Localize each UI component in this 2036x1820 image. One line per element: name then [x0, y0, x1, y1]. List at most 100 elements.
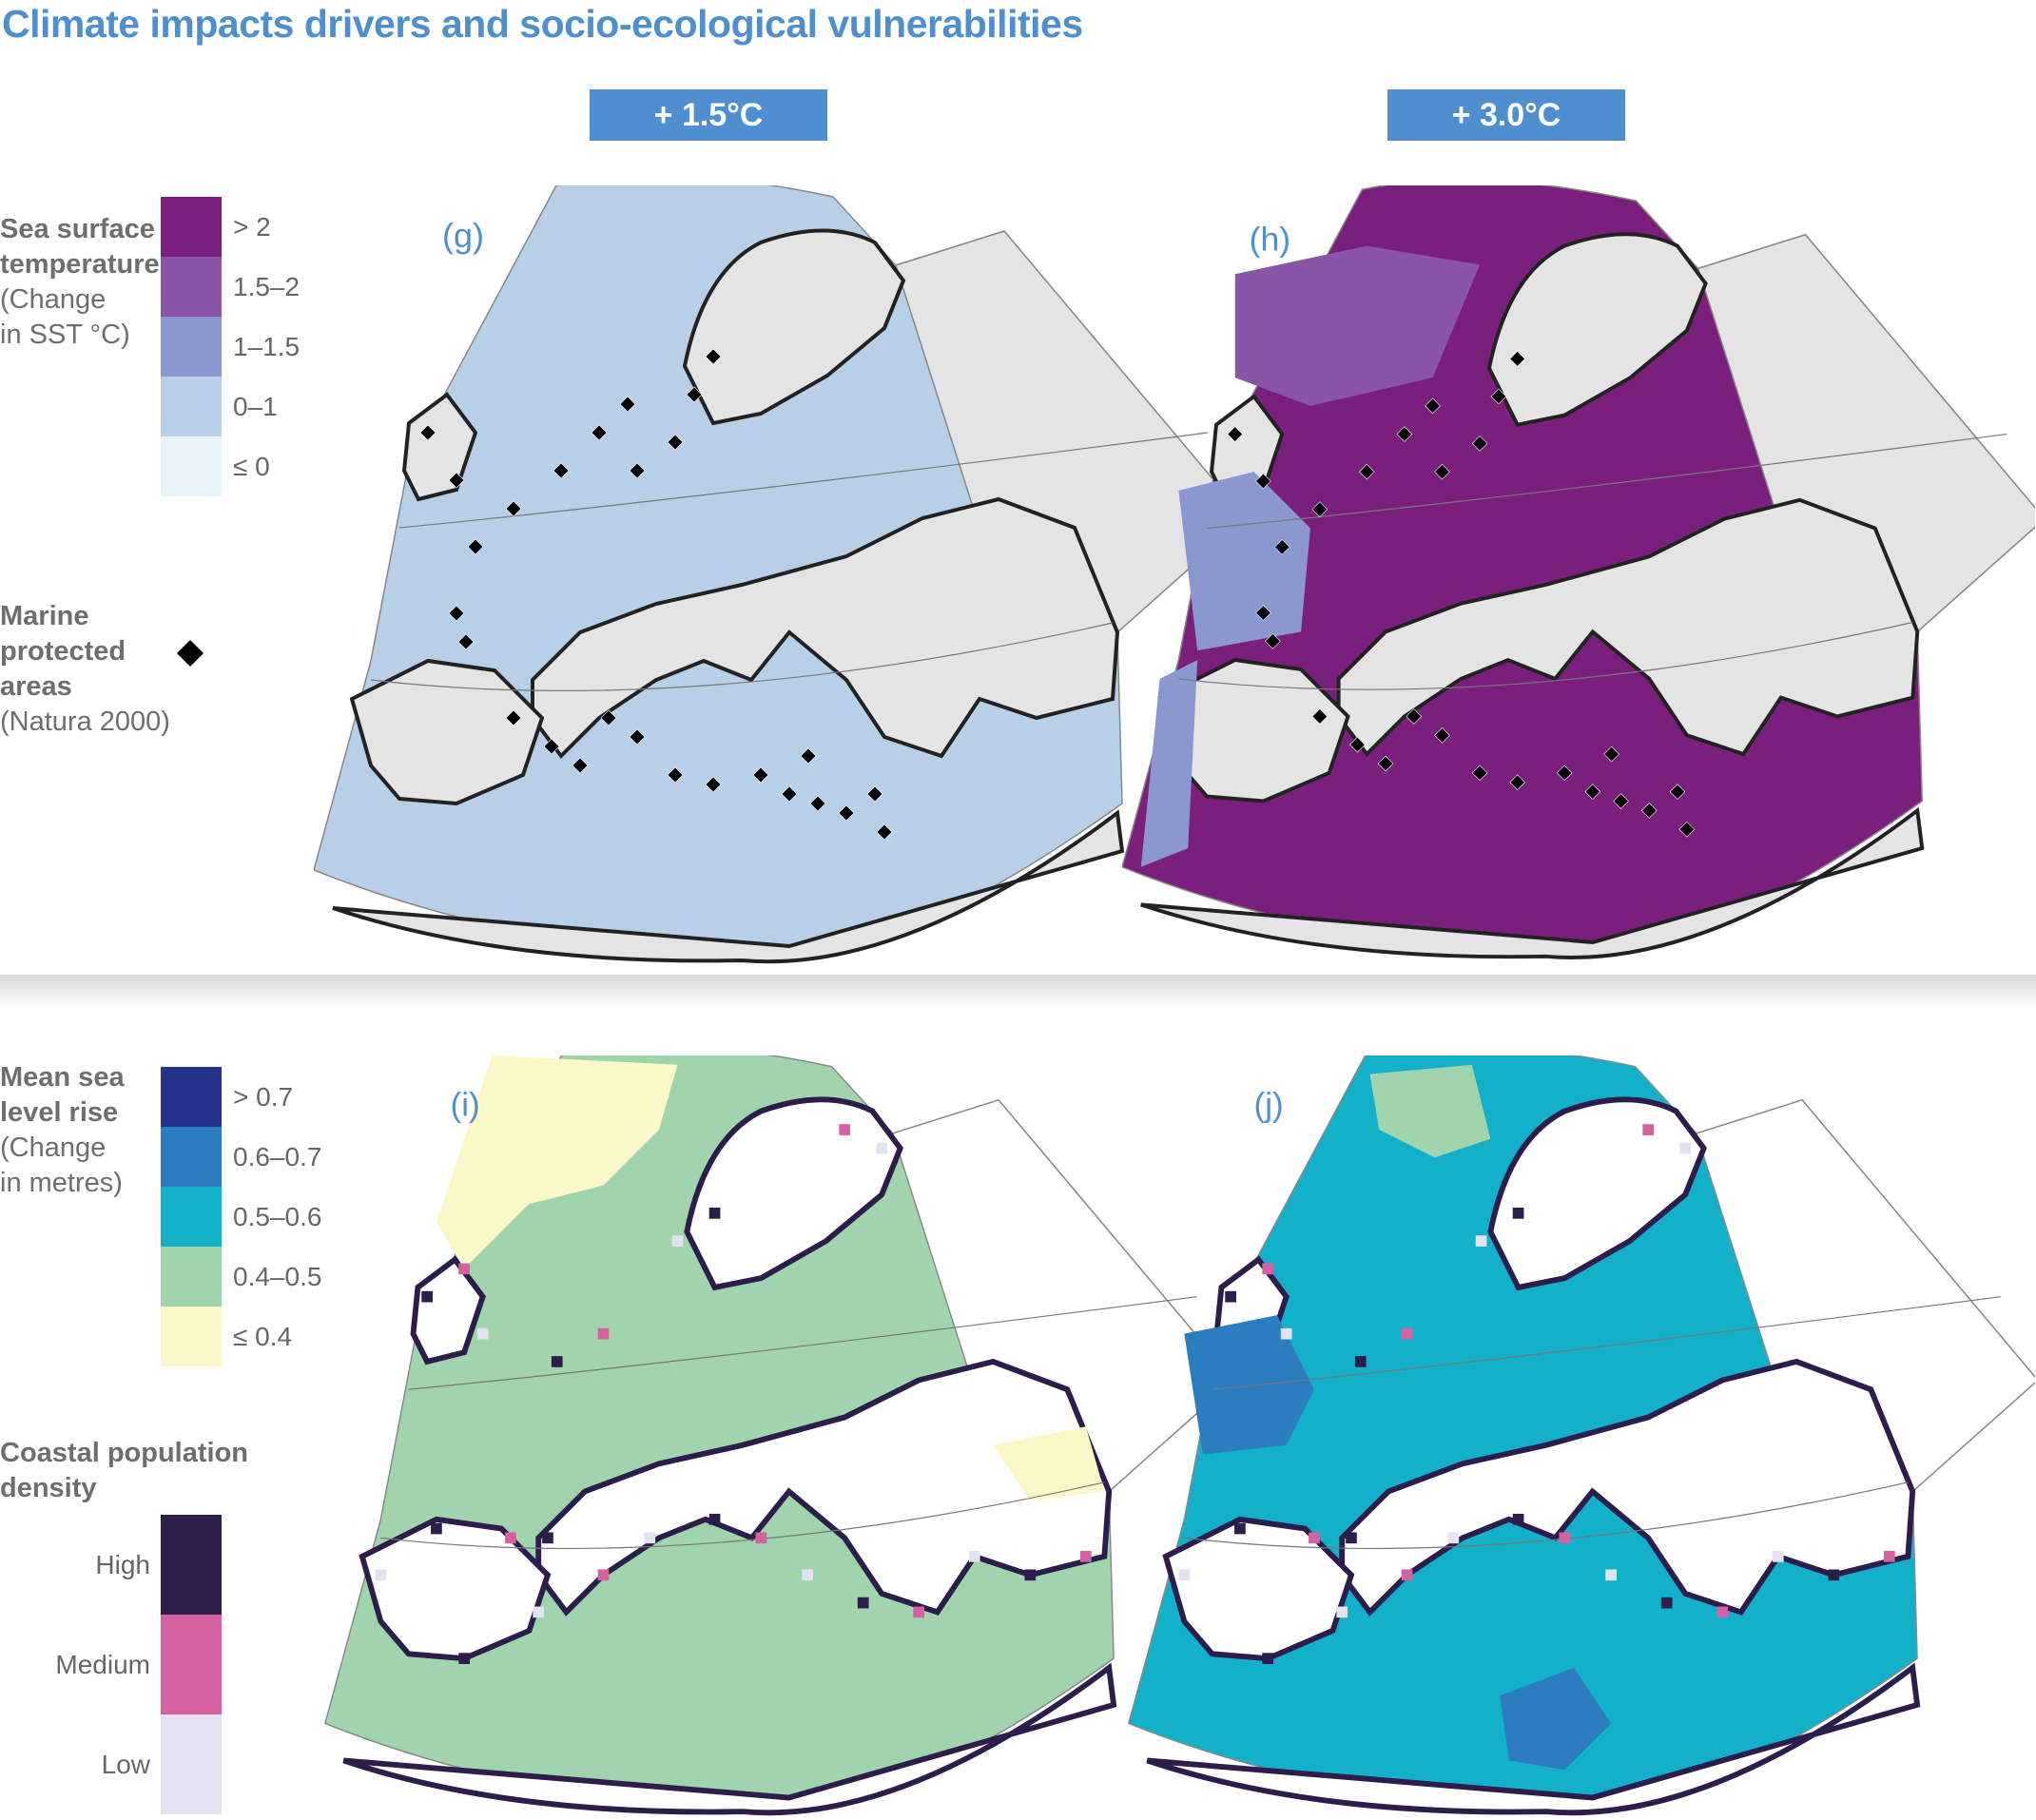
slr-zone — [1369, 1064, 1491, 1158]
slr_legend-swatch — [161, 1307, 222, 1366]
pop-density-cell — [458, 1263, 471, 1275]
mpa-diamond-icon — [1349, 736, 1366, 753]
mpa-diamond-icon — [667, 766, 684, 784]
mpa-diamond-icon — [591, 424, 608, 441]
slr-zone — [436, 1055, 678, 1269]
sst-legend-heading: Sea surface temperature (Change in SST °… — [0, 212, 160, 353]
mpa-diamond-icon — [1471, 765, 1488, 782]
mpa-diamond-icon — [1434, 726, 1450, 744]
pop-heading-line1: Coastal population — [0, 1438, 248, 1468]
mpa-diamond-icon — [800, 747, 817, 765]
pop-density-cell — [458, 1653, 471, 1664]
mpa-diamond-icon — [1434, 463, 1450, 480]
graticule-line — [408, 1296, 1197, 1390]
sst_legend-label: 1.5–2 — [233, 271, 301, 301]
mpa-heading-line2: protected — [0, 636, 126, 667]
land-mass — [1162, 1516, 1355, 1662]
mpa-diamond-icon — [781, 785, 798, 803]
slr_legend-label: > 0.7 — [233, 1081, 294, 1112]
mpa-diamond-icon — [1227, 426, 1244, 442]
mpa-diamond-icon — [629, 462, 646, 479]
mpa-diamond-icon — [866, 785, 883, 803]
pop_legend-swatch — [161, 1515, 222, 1615]
section-divider — [0, 975, 2036, 1007]
land-mass — [359, 1516, 552, 1662]
pop-density-cell — [1475, 1235, 1487, 1247]
graticule-line — [1212, 1296, 2001, 1390]
pop-density-cell — [1660, 1597, 1673, 1609]
land-mass — [342, 1662, 1117, 1816]
sst_legend-label: 0–1 — [233, 391, 278, 421]
mpa-diamond-icon — [1471, 436, 1488, 452]
mpa-diamond-icon — [619, 396, 636, 413]
sst-heading-line1: Sea surface — [0, 214, 155, 244]
mpa-diamond-icon — [177, 640, 204, 667]
pop-density-cell — [476, 1327, 489, 1340]
pop-legend-heading: Coastal population density — [0, 1436, 248, 1506]
land-mass — [349, 658, 545, 806]
scenario-1-5-label: + 1.5°C — [590, 89, 827, 141]
land-sector — [1695, 1098, 2035, 1493]
land-mass — [684, 1096, 904, 1291]
slr_legend-swatch — [161, 1187, 222, 1247]
pop-density-cell — [542, 1532, 553, 1544]
land-mass — [1146, 1662, 1921, 1816]
pop-density-cell — [1605, 1569, 1617, 1581]
pop-density-cell — [1559, 1532, 1571, 1544]
pop_legend-swatch — [161, 1615, 222, 1714]
pop-density-cell — [1512, 1513, 1524, 1525]
pop-density-cell — [1309, 1532, 1320, 1544]
mpa-diamond-icon — [752, 766, 769, 784]
slr_legend-label: ≤ 0.4 — [233, 1321, 293, 1351]
pop_legend-label: Medium — [55, 1649, 150, 1679]
panel-label: (j) — [1254, 1086, 1284, 1123]
map-panel-h: (h) — [1122, 185, 2035, 959]
pop-density-cell — [1828, 1569, 1840, 1581]
pop-density-cell — [1225, 1290, 1236, 1303]
pop-density-cell — [1280, 1327, 1292, 1340]
pop-density-cell — [1772, 1550, 1784, 1562]
slr-heading-line2: level rise — [0, 1097, 119, 1128]
mpa-diamond-icon — [809, 795, 826, 812]
sst_legend-swatch — [161, 317, 222, 377]
land-mass — [1487, 1096, 1708, 1291]
graticule-line — [370, 622, 1114, 692]
mpa-diamond-icon — [705, 776, 722, 793]
land-mass — [410, 1255, 486, 1365]
graticule-line — [1207, 433, 2007, 530]
pop-density-cell — [1716, 1606, 1729, 1618]
land-mass — [1140, 806, 1925, 959]
slr_legend-label: 0.5–0.6 — [233, 1201, 322, 1231]
mpa-diamond-icon — [1640, 803, 1658, 819]
pop-density-cell — [505, 1532, 516, 1544]
pop-density-cell — [1401, 1569, 1413, 1581]
mpa-diamond-icon — [1613, 793, 1629, 809]
pop-density-cell — [551, 1356, 563, 1367]
sst-zone — [1234, 245, 1481, 406]
land-mass — [1336, 497, 1920, 758]
pop-density-cell — [644, 1532, 656, 1544]
graticule-line — [398, 432, 1209, 529]
mpa-diamond-icon — [1509, 351, 1526, 367]
mpa-diamond-icon — [419, 424, 436, 441]
mpa-diamond-icon — [553, 462, 570, 479]
land-mass — [1486, 232, 1708, 427]
mpa-diamond-icon — [1509, 774, 1526, 791]
mpa-diamond-icon — [1273, 538, 1290, 555]
mpa-diamond-icon — [1396, 426, 1413, 442]
slr-heading-sub1: (Change — [0, 1133, 107, 1163]
pop-density-cell — [876, 1142, 888, 1154]
slr-heading-sub2: in metres) — [0, 1168, 123, 1198]
pop-density-cell — [708, 1513, 721, 1525]
mpa-diamond-icon — [1584, 784, 1601, 800]
slr_legend-label: 0.6–0.7 — [233, 1141, 322, 1171]
sst_legend-swatch — [161, 436, 222, 496]
slr-zone — [1184, 1315, 1314, 1455]
mpa-diamond-icon — [629, 728, 646, 745]
pop-density-cell — [1234, 1522, 1246, 1535]
mpa-diamond-icon — [600, 709, 617, 726]
mpa-diamond-icon — [1406, 708, 1423, 725]
pop-density-cell — [708, 1208, 721, 1219]
slr-legend-heading: Mean sea level rise (Change in metres) — [0, 1060, 125, 1201]
sst_legend-label: ≤ 0 — [233, 451, 270, 481]
